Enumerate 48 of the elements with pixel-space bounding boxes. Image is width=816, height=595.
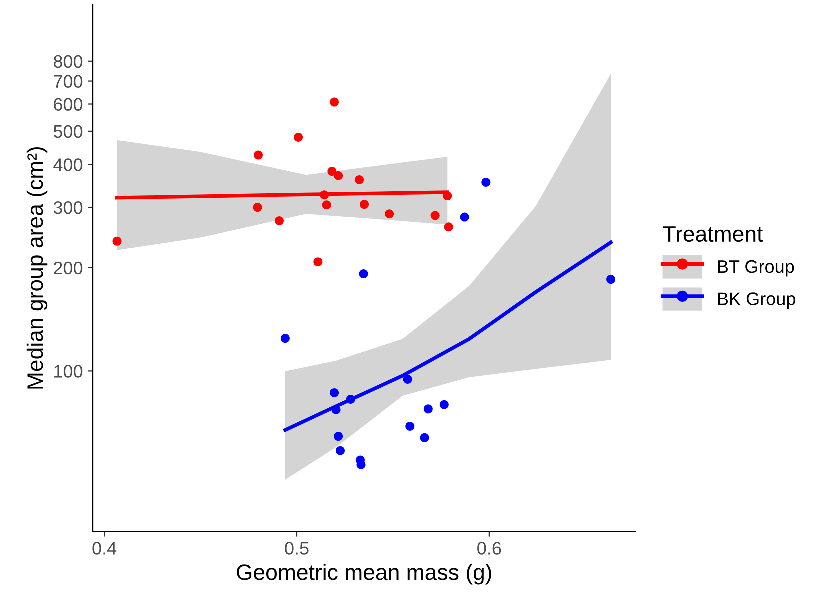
point [440,400,449,410]
point [460,212,470,222]
legend-label: BK Group [718,292,796,309]
legend-title: Treatment [663,226,764,242]
point [253,203,262,212]
point [406,422,415,431]
point [444,222,454,232]
point [424,404,433,414]
point [280,334,290,344]
point [334,432,344,442]
point [334,171,344,180]
point [336,446,345,456]
point [443,192,452,201]
point [330,98,340,107]
point [482,178,491,187]
point [322,200,332,210]
point [330,388,340,398]
point [320,190,330,200]
point [314,258,323,267]
y-tick-label: 200 [54,262,83,275]
point [606,275,616,284]
point [355,175,364,184]
y-axis-title: Median group area (cm²) [26,147,48,389]
point [112,236,122,246]
point [346,395,356,404]
point [328,167,337,176]
y-tick-label: 500 [54,125,83,138]
point [274,216,284,226]
point [420,433,430,442]
x-tick-label: 0.6 [478,542,502,555]
x-tick-label: 0.5 [285,542,309,555]
y-tick-label: 700 [54,75,83,88]
line-series [284,240,613,432]
point [254,150,264,160]
y-tick-label: 400 [54,158,83,172]
y-tick-label: 600 [54,98,83,111]
legend-label: BT Group [718,260,794,277]
point [385,210,394,219]
y-tick-label: 100 [54,365,83,378]
point [359,270,368,279]
point [403,374,412,384]
x-axis-title: Geometric mean mass (g) [237,564,492,585]
y-tick-label: 300 [54,201,83,214]
point [360,200,370,210]
x-tick-label: 0.4 [92,542,117,555]
point [294,133,304,142]
point [430,211,440,220]
y-tick-label: 800 [54,55,83,68]
